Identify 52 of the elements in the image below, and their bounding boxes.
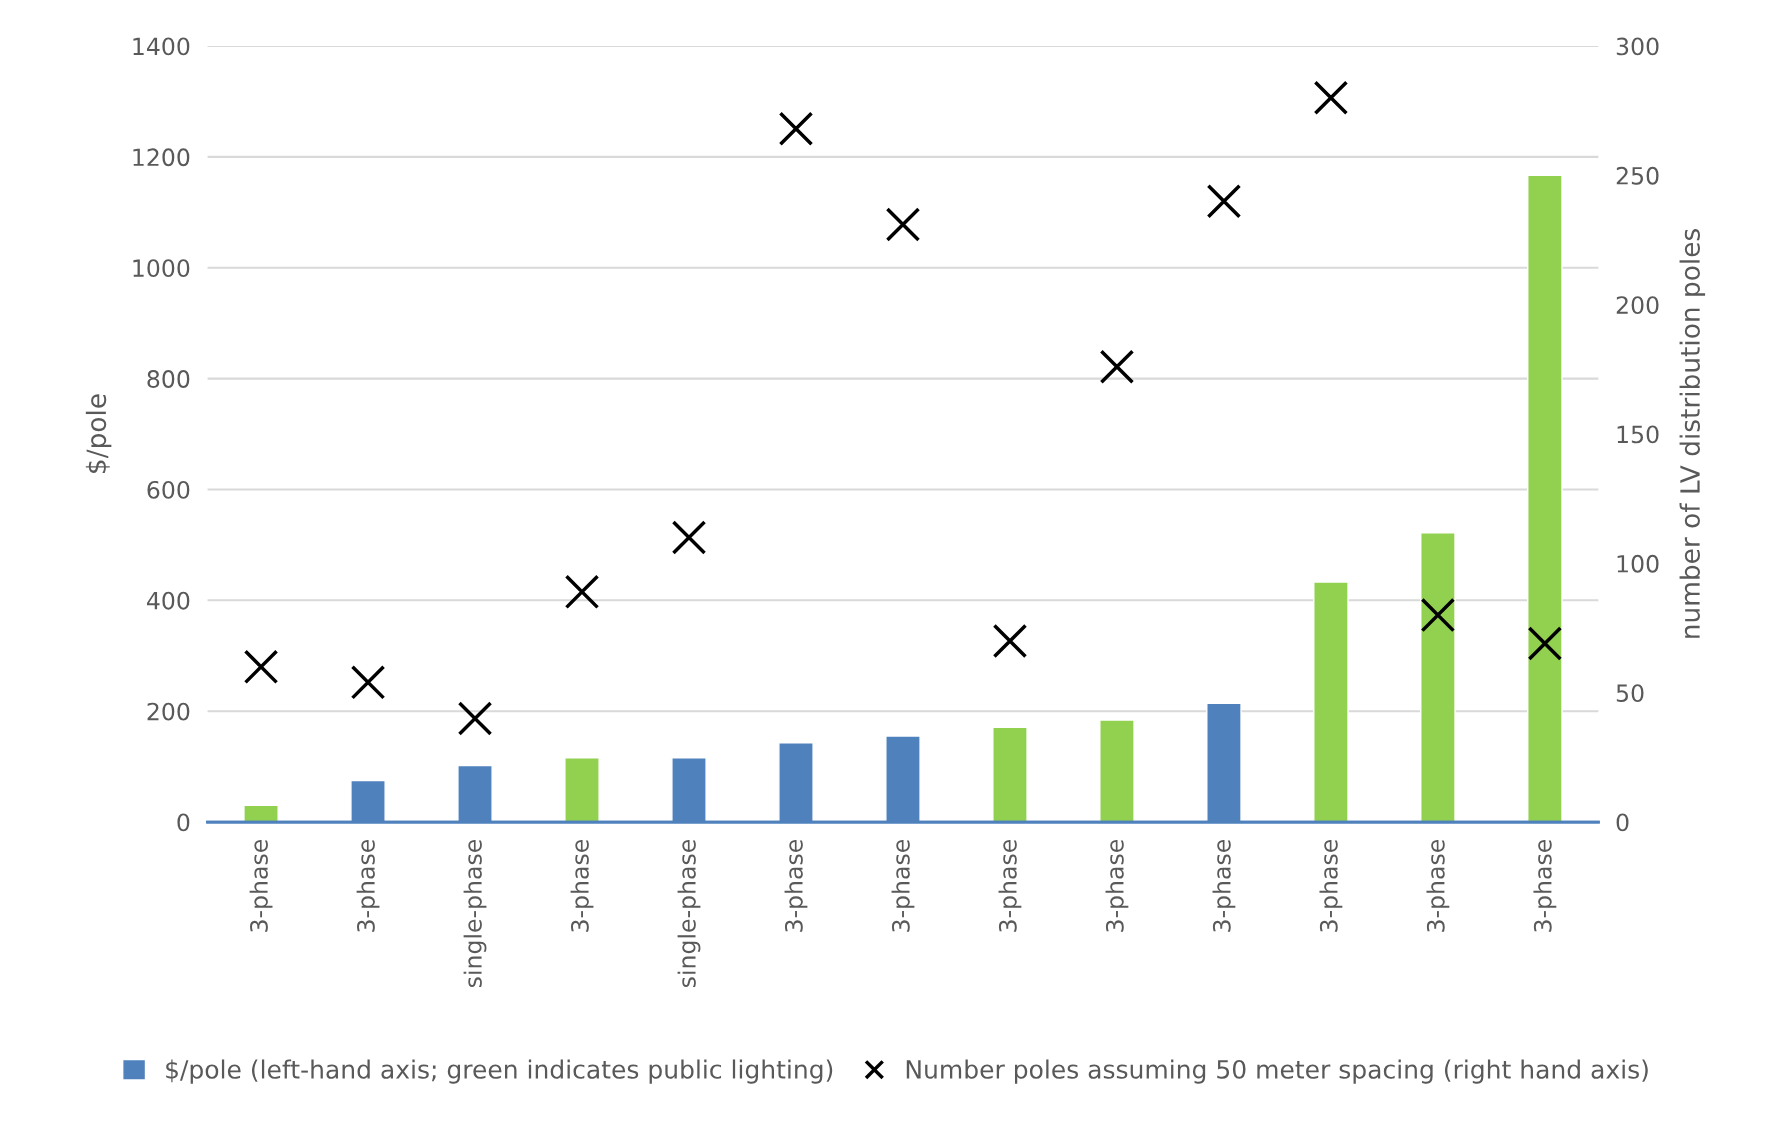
x-tick-label: 3-phase xyxy=(356,839,380,932)
bar xyxy=(243,804,279,823)
y-tick-label: 800 xyxy=(147,370,190,388)
point xyxy=(1206,183,1242,219)
point xyxy=(1099,349,1135,385)
y2-tick-label: 300 xyxy=(1616,37,1659,56)
legend-label: Number poles assuming 50 meter spacing (right hand axis) xyxy=(906,1059,1648,1084)
point xyxy=(350,665,386,700)
x-tick-label: single-phase xyxy=(677,839,701,988)
y-tick-label: 200 xyxy=(147,702,190,721)
x-tick-label: 3-phase xyxy=(1533,839,1557,932)
y2-tick-label: 50 xyxy=(1616,684,1644,703)
bar xyxy=(564,757,600,823)
x-tick-label: 3-phase xyxy=(1105,839,1129,932)
y2-tick-label: 250 xyxy=(1616,166,1659,185)
x-tick-label: 3-phase xyxy=(998,839,1022,932)
point xyxy=(564,574,600,610)
y-axis-title: $/pole xyxy=(85,394,112,473)
legend-label: $/pole (left-hand axis; green indicates public lighting) xyxy=(166,1059,833,1084)
y2-tick-label: 0 xyxy=(1616,813,1629,832)
bar xyxy=(1527,174,1563,823)
x-tick-label: 3-phase xyxy=(784,839,808,932)
point xyxy=(992,623,1028,659)
point xyxy=(1313,80,1349,116)
x-tick-label: 3-phase xyxy=(1319,839,1343,932)
point xyxy=(457,701,493,736)
bar xyxy=(1099,719,1135,823)
point xyxy=(671,520,707,555)
x-tick-label: 3-phase xyxy=(249,839,273,932)
x-tick-label: 3-phase xyxy=(891,839,915,932)
y-tick-label: 1000 xyxy=(133,259,190,278)
y2-axis-title: number of LV distribution poles xyxy=(1679,229,1706,638)
y-tick-label: 400 xyxy=(146,591,190,610)
point xyxy=(1420,597,1456,633)
bar xyxy=(1420,532,1456,823)
y-tick-label: 0 xyxy=(177,813,190,832)
y2-tick-label: 100 xyxy=(1617,554,1659,573)
point xyxy=(885,207,921,242)
x-tick-label: single-phase xyxy=(463,839,487,988)
point xyxy=(778,111,814,147)
bar xyxy=(992,726,1028,823)
point xyxy=(243,649,279,685)
x-tick-label: 3-phase xyxy=(1426,839,1450,932)
point xyxy=(1527,626,1563,661)
y-tick-label: 1400 xyxy=(133,37,190,56)
x-tick-label: 3-phase xyxy=(570,839,594,932)
y-tick-label: 600 xyxy=(147,480,190,499)
y2-tick-label: 200 xyxy=(1616,296,1659,315)
bar xyxy=(1313,581,1349,823)
x-tick-label: 3-phase xyxy=(1212,839,1236,932)
y-tick-label: 1200 xyxy=(133,148,190,167)
y2-tick-label: 150 xyxy=(1617,425,1659,444)
